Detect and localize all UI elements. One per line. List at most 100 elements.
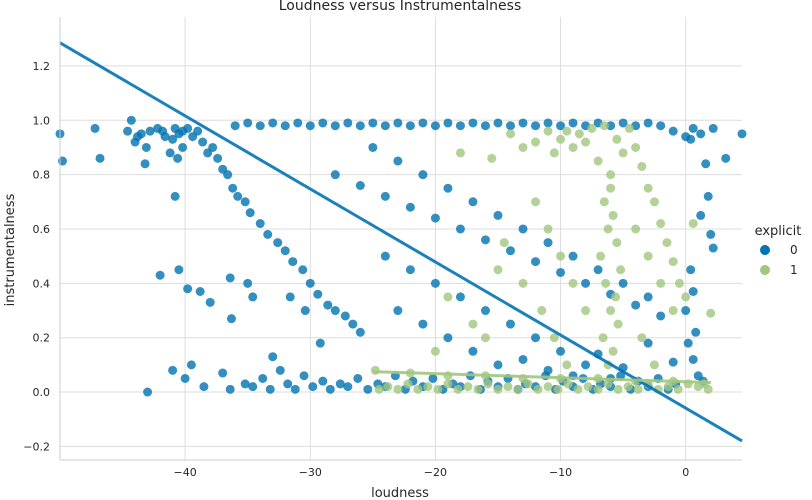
scatter-point-series-0 xyxy=(343,118,353,128)
scatter-point-series-0 xyxy=(531,257,541,267)
scatter-point-series-0 xyxy=(155,270,165,280)
scatter-point-series-1 xyxy=(573,384,583,394)
scatter-point-series-1 xyxy=(480,333,490,343)
scatter-point-series-1 xyxy=(656,278,666,288)
y-tick-label: 0.6 xyxy=(33,223,51,236)
scatter-point-series-0 xyxy=(686,265,696,275)
scatter-point-series-0 xyxy=(708,123,718,133)
scatter-point-series-0 xyxy=(230,121,240,131)
scatter-point-series-0 xyxy=(318,376,328,386)
scatter-point-series-1 xyxy=(593,384,603,394)
scatter-point-series-1 xyxy=(611,292,621,302)
x-axis-title: loudness xyxy=(371,486,429,500)
legend-label-0: 0 xyxy=(790,243,798,257)
legend-title: explicit xyxy=(755,224,802,239)
y-tick-label: 0.0 xyxy=(33,386,51,399)
scatter-point-series-0 xyxy=(618,278,628,288)
scatter-point-series-0 xyxy=(393,118,403,128)
scatter-point-series-1 xyxy=(637,161,647,171)
scatter-point-series-1 xyxy=(656,219,666,229)
scatter-point-series-1 xyxy=(413,384,423,394)
scatter-point-series-1 xyxy=(601,278,611,288)
scatter-point-series-1 xyxy=(587,123,597,133)
scatter-point-series-0 xyxy=(668,126,678,136)
scatter-point-series-0 xyxy=(518,118,528,128)
scatter-point-series-1 xyxy=(616,265,626,275)
x-tick-label: −10 xyxy=(549,466,572,479)
scatter-point-series-0 xyxy=(323,300,333,310)
scatter-point-series-0 xyxy=(228,183,238,193)
scatter-point-series-1 xyxy=(593,156,603,166)
scatter-point-series-0 xyxy=(656,121,666,131)
scatter-point-series-0 xyxy=(737,129,747,139)
scatter-point-series-0 xyxy=(173,153,183,163)
scatter-point-series-0 xyxy=(468,346,478,356)
scatter-point-series-0 xyxy=(205,297,215,307)
scatter-point-series-0 xyxy=(493,118,503,128)
scatter-point-series-0 xyxy=(170,191,180,201)
scatter-point-series-1 xyxy=(612,134,622,144)
scatter-point-series-0 xyxy=(199,382,209,392)
scatter-point-series-1 xyxy=(483,379,493,389)
scatter-point-series-0 xyxy=(443,183,453,193)
scatter-point-series-1 xyxy=(668,257,678,267)
scatter-point-series-0 xyxy=(581,360,591,370)
scatter-point-series-0 xyxy=(95,153,105,163)
legend-marker-0 xyxy=(760,245,770,255)
scatter-point-series-1 xyxy=(631,142,641,152)
scatter-point-series-0 xyxy=(593,265,603,275)
scatter-point-series-1 xyxy=(603,379,613,389)
scatter-point-series-0 xyxy=(174,265,184,275)
scatter-point-series-0 xyxy=(355,121,365,131)
scatter-point-series-0 xyxy=(186,360,196,370)
scatter-point-series-1 xyxy=(531,197,541,207)
scatter-point-series-0 xyxy=(643,292,653,302)
scatter-point-series-0 xyxy=(368,118,378,128)
scatter-point-series-1 xyxy=(624,123,634,133)
scatter-point-series-0 xyxy=(248,292,258,302)
scatter-point-series-0 xyxy=(468,197,478,207)
scatter-point-series-1 xyxy=(581,137,591,147)
scatter-point-series-0 xyxy=(493,360,503,370)
scatter-point-series-0 xyxy=(618,118,628,128)
scatter-point-series-1 xyxy=(596,251,606,261)
scatter-point-series-0 xyxy=(348,319,358,329)
scatter-point-series-0 xyxy=(355,327,365,337)
scatter-point-series-0 xyxy=(568,118,578,128)
scatter-point-series-1 xyxy=(549,148,559,158)
scatter-point-series-0 xyxy=(380,191,390,201)
scatter-point-series-0 xyxy=(691,327,701,337)
scatter-point-series-0 xyxy=(218,368,228,378)
scatter-point-series-0 xyxy=(556,121,566,131)
regression-lines xyxy=(59,41,743,443)
scatter-point-series-0 xyxy=(721,153,731,163)
scatter-point-series-1 xyxy=(688,219,698,229)
scatter-point-series-1 xyxy=(681,292,691,302)
scatter-point-series-0 xyxy=(418,319,428,329)
scatter-point-series-1 xyxy=(430,346,440,356)
scatter-point-series-0 xyxy=(656,311,666,321)
scatter-point-series-0 xyxy=(556,267,566,277)
scatter-point-series-0 xyxy=(543,365,553,375)
scatter-point-series-0 xyxy=(233,191,243,201)
scatter-point-series-0 xyxy=(708,243,718,253)
scatter-point-series-0 xyxy=(568,251,578,261)
scatter-point-series-1 xyxy=(503,382,513,392)
scatter-point-series-0 xyxy=(493,210,503,220)
scatter-point-series-0 xyxy=(668,357,678,367)
y-axis-title: instrumentalness xyxy=(3,193,18,306)
scatter-point-series-1 xyxy=(423,382,433,392)
scatter-point-series-0 xyxy=(543,118,553,128)
y-tick-label: −0.2 xyxy=(23,440,50,453)
scatter-point-series-1 xyxy=(623,382,633,392)
scatter-point-series-1 xyxy=(618,148,628,158)
scatter-point-series-0 xyxy=(193,126,203,136)
scatter-point-series-1 xyxy=(606,306,616,316)
scatter-point-series-0 xyxy=(58,156,68,166)
scatter-point-series-0 xyxy=(225,384,235,394)
scatter-point-series-0 xyxy=(255,121,265,131)
scatter-point-series-0 xyxy=(240,379,250,389)
x-tick-label: 0 xyxy=(682,466,689,479)
scatter-point-series-0 xyxy=(531,121,541,131)
